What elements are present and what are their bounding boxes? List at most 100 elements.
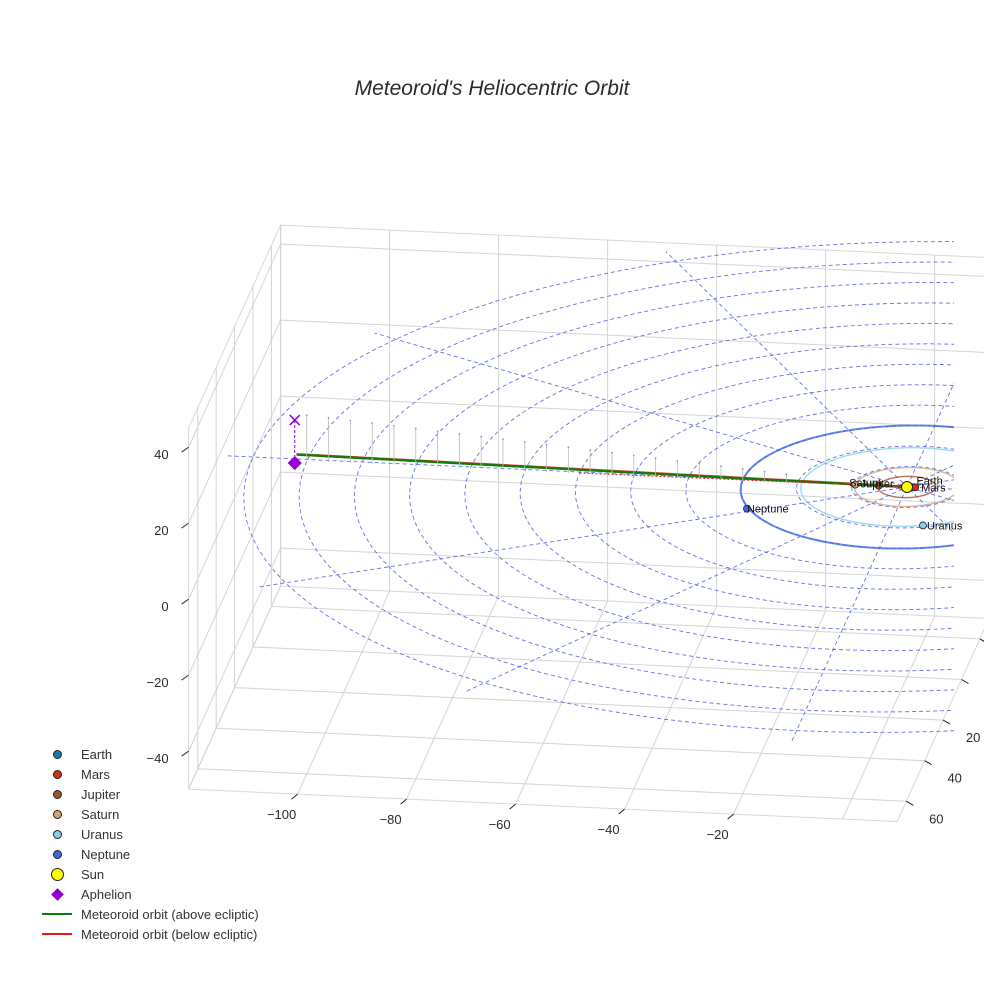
planet-label-jupiter: Jupiter: [861, 479, 894, 491]
projection-dot: [545, 443, 548, 446]
z-tick-mark: [181, 446, 189, 453]
legend-item: Sun: [40, 864, 340, 884]
x-tick-mark: [291, 793, 298, 800]
projection-dot: [632, 454, 635, 457]
grid-z-back: [280, 395, 984, 429]
projection-dot: [523, 441, 526, 443]
projection-dot: [763, 470, 766, 473]
projection-dot: [436, 430, 439, 433]
z-tick-mark: [181, 522, 189, 529]
x-tick-mark: [618, 808, 625, 815]
grid-z-back: [280, 243, 984, 277]
grid-y-floor: [234, 687, 944, 721]
ecliptic-ring: [464, 322, 954, 652]
y-tick-mark: [906, 800, 914, 806]
z-tick-mark: [181, 750, 189, 757]
planet-marker-saturn: [851, 480, 860, 489]
legend-item: Aphelion: [40, 884, 340, 904]
meteoroid-orbit-above: [296, 453, 912, 489]
z-tick-label: 20: [154, 523, 168, 538]
z-tick-label: 0: [161, 599, 168, 614]
x-tick-label: −60: [489, 817, 511, 832]
projection-dot: [741, 467, 744, 470]
planet-label-earth: Earth: [916, 475, 942, 487]
legend-label: Saturn: [81, 806, 120, 822]
planet-marker-uranus: [919, 521, 927, 530]
projection-dot: [698, 462, 701, 465]
projection-dot: [371, 422, 374, 425]
legend-symbol: [40, 913, 74, 915]
z-tick-label: −40: [147, 751, 169, 766]
back-pane-xz: [280, 224, 984, 619]
legend: Earth Mars Jupiter Saturn Uranus Neptune Sun Ap…: [40, 744, 340, 944]
x-tick-label: −100: [267, 807, 296, 822]
x-tick-mark: [400, 798, 407, 805]
legend-symbol: [40, 789, 74, 799]
legend-item: Uranus: [40, 824, 340, 844]
projection-dot: [393, 424, 395, 427]
planet-label-saturn: Saturn: [849, 478, 881, 490]
legend-symbol: [40, 749, 74, 759]
projection-dot: [720, 465, 722, 468]
projection-dot: [611, 451, 613, 454]
z-tick-label: 40: [154, 447, 168, 462]
legend-item: Neptune: [40, 844, 340, 864]
y-tick-mark: [942, 719, 951, 725]
ecliptic-spoke: [259, 479, 954, 588]
projection-dot: [414, 427, 417, 430]
grid-z-back: [280, 471, 984, 505]
projection-dot: [589, 449, 592, 451]
y-tick-label: 40: [947, 771, 961, 786]
legend-label: Earth: [81, 746, 113, 762]
z-tick-mark: [181, 598, 189, 605]
legend-item: Saturn: [40, 804, 340, 824]
legend-label: Meteoroid orbit (below ecliptic): [81, 926, 258, 942]
ecliptic-ring: [519, 343, 954, 631]
legend-symbol: [40, 887, 74, 901]
x-tick-label: −40: [598, 822, 620, 837]
legend-symbol: [40, 933, 74, 935]
grid-z-side: [188, 547, 282, 752]
legend-label: Aphelion: [81, 886, 132, 902]
chart-title: Meteoroid's Heliocentric Orbit: [355, 77, 631, 100]
legend-label: Sun: [81, 866, 105, 882]
y-tick-mark: [924, 760, 932, 766]
projection-dot: [480, 435, 483, 438]
grid-z-side: [188, 395, 282, 600]
legend-item: Meteoroid orbit (below ecliptic): [40, 924, 340, 944]
z-tick-label: −20: [147, 675, 169, 690]
planet-label-uranus: Uranus: [927, 520, 963, 532]
legend-label: Neptune: [81, 846, 131, 862]
grid-z-back: [280, 547, 984, 581]
x-tick-mark: [509, 803, 516, 810]
ecliptic-ring: [851, 466, 954, 508]
planet-marker-jupiter: [874, 481, 883, 490]
y-tick-mark: [979, 638, 984, 642]
legend-label: Meteoroid orbit (above ecliptic): [81, 906, 259, 922]
x-tick-mark: [727, 813, 734, 820]
grid-z-back: [280, 319, 984, 353]
projection-dot: [458, 433, 461, 435]
planet-marker-neptune: [743, 504, 751, 513]
y-tick-label: 60: [929, 811, 943, 826]
grid-z-side: [188, 471, 282, 676]
aphelion-projection-marker: [289, 414, 301, 426]
legend-item: Meteoroid orbit (above ecliptic): [40, 904, 340, 924]
projection-dot: [567, 446, 570, 449]
projection-dot: [502, 438, 504, 441]
legend-symbol: [40, 867, 74, 881]
grid-lines: [188, 225, 984, 820]
planet-label-neptune: Neptune: [747, 504, 789, 516]
projection-dot: [327, 416, 330, 419]
legend-symbol: [40, 769, 74, 779]
grid-y-floor: [197, 768, 907, 802]
x-tick-label: −80: [380, 812, 402, 827]
projection-dot: [676, 459, 679, 462]
legend-item: Mars: [40, 764, 340, 784]
projection-dot: [349, 419, 352, 422]
grid-z-side: [188, 319, 282, 524]
legend-symbol: [40, 849, 74, 859]
grid-y-floor: [252, 646, 962, 680]
